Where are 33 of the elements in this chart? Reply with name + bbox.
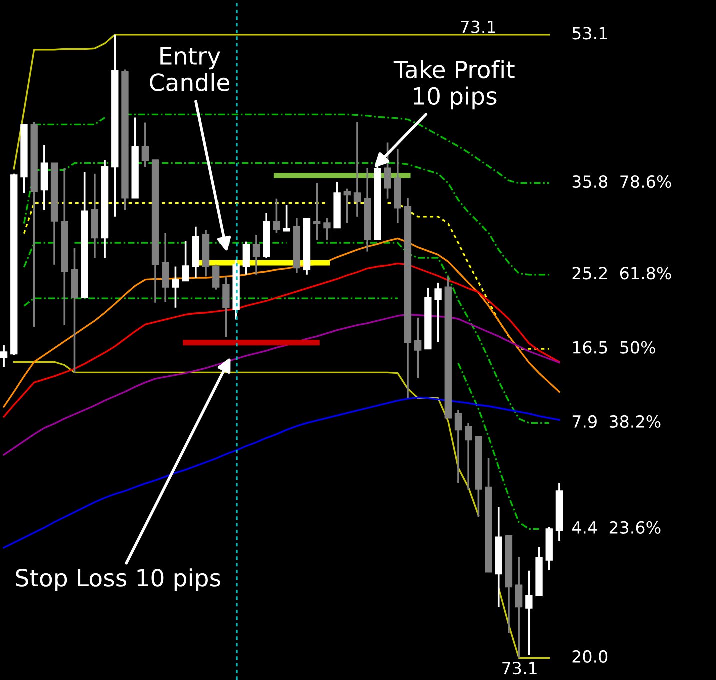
- annotation: Entry Candle: [150, 47, 230, 92]
- candlestick: [182, 240, 190, 282]
- candlestick: [283, 204, 290, 232]
- candlestick: [354, 121, 362, 218]
- series-label: 20.0: [572, 650, 608, 664]
- candlestick: [142, 122, 150, 168]
- candlestick: [0, 344, 8, 368]
- series-label: 4.4 23.6%: [572, 521, 661, 534]
- candlestick: [526, 570, 533, 656]
- annotation: Stop Loss 10 pips: [16, 568, 220, 592]
- candlestick: [222, 276, 230, 338]
- candlestick: [172, 266, 180, 309]
- candlestick: [212, 264, 220, 291]
- text: 73.1: [502, 662, 537, 675]
- series-label: 25.2 61.8%: [572, 267, 672, 280]
- series-label: 7.9 38.2%: [572, 415, 661, 428]
- candlestick: [414, 316, 422, 380]
- candlestick: [515, 556, 523, 660]
- annotation: Take Profit 10 pips: [394, 60, 515, 110]
- candlestick: [434, 282, 442, 344]
- candlestick: [384, 142, 392, 200]
- candlestick: [324, 217, 331, 241]
- candlestick: [252, 234, 260, 276]
- candlestick: [273, 198, 280, 234]
- candlestick: [314, 182, 321, 241]
- candlestick: [344, 188, 351, 224]
- text: 73.1: [461, 20, 496, 34]
- candlestick: [242, 240, 250, 276]
- candlestick: [464, 422, 472, 491]
- series-label: 35.8 78.6%: [572, 175, 672, 188]
- candlestick: [454, 409, 462, 484]
- series-label: 16.5 50%: [573, 341, 656, 354]
- series-label: 53.1: [572, 27, 608, 40]
